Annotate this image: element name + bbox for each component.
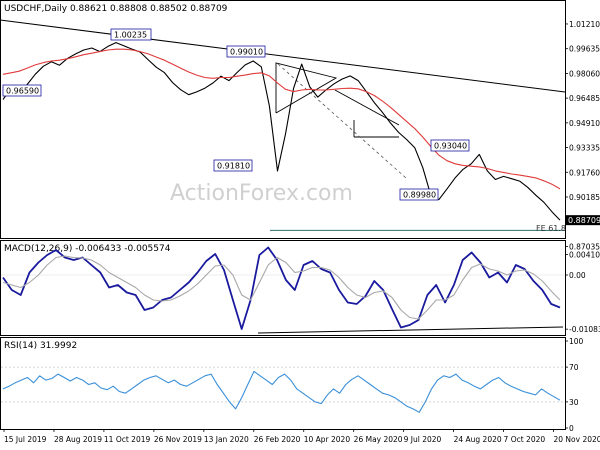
annotation-high-3: 0.93040 (430, 139, 470, 152)
macd-ytick-label: -0.010833 (569, 325, 600, 334)
annotation-high-2: 0.99010 (226, 45, 266, 58)
price-ytick-label: 0.93335 (569, 144, 600, 153)
triangle-pattern (275, 62, 338, 114)
annotation-low-3-label: 0.89980 (403, 191, 436, 200)
x-tick-label: 9 Jul 2020 (404, 435, 442, 444)
price-ytick-label: 0.90185 (569, 193, 600, 202)
rsi-axis: 100 70 30 0 (1, 337, 584, 433)
channel-upper (334, 89, 400, 126)
price-ytick-label: 0.96485 (569, 94, 600, 103)
x-tick-label: 20 Nov 2020 (554, 435, 600, 444)
rsi-panel (0, 337, 566, 430)
rsi-series-rsi (2, 370, 561, 413)
rsi-title: RSI(14) 31.9992 (4, 341, 77, 351)
annotation-low-1-label: 0.96590 (6, 87, 39, 96)
rsi-ytick-label: 70 (569, 363, 579, 372)
price-title: USDCHF,Daily 0.88621 0.88808 0.88502 0.8… (4, 4, 228, 14)
price-ytick-label: 0.87035 (569, 242, 600, 251)
x-tick-label: 10 Apr 2020 (304, 435, 351, 444)
x-tick-label: 26 May 2020 (354, 435, 403, 444)
x-tick-label: 26 Feb 2020 (254, 435, 301, 444)
x-tick-label: 24 Aug 2020 (454, 435, 502, 444)
macd-panel (0, 240, 566, 336)
last-price-label: 0.88709 (568, 216, 600, 225)
x-tick-label: 26 Nov 2019 (154, 435, 202, 444)
macd-trendline (257, 326, 564, 334)
rsi-ytick-label: 0 (569, 424, 574, 433)
x-tick-label: 13 Jan 2020 (204, 435, 249, 444)
price-series (2, 42, 561, 221)
x-tick-label: 15 Jul 2019 (4, 435, 47, 444)
price-series-close (2, 42, 561, 221)
price-ytick-label: 0.91760 (569, 168, 600, 177)
macd-series-signal (2, 255, 561, 320)
x-tick-label: 7 Oct 2020 (504, 435, 546, 444)
price-series-ma (2, 48, 561, 190)
annotation-low-3: 0.89980 (399, 188, 439, 201)
price-ytick-label: 0.98060 (569, 69, 600, 78)
macd-ytick-label: 0.004101 (569, 250, 600, 259)
fe-level-label: FE 61.8 (536, 224, 566, 233)
price-ytick-label: 0.99635 (569, 45, 600, 54)
long-term-trendline (0, 19, 566, 93)
annotation-high-1: 1.00235 (110, 28, 152, 41)
price-panel (0, 0, 566, 239)
price-ytick-label: 0.94910 (569, 119, 600, 128)
annotation-low-2: 0.91810 (213, 159, 253, 172)
watermark: ActionForex.com (170, 181, 353, 206)
x-tick-label: 28 Aug 2019 (54, 435, 102, 444)
x-tick-label: 11 Oct 2019 (104, 435, 151, 444)
annotation-high-2-label: 0.99010 (230, 48, 263, 57)
annotation-low-2-label: 0.91810 (217, 162, 250, 171)
annotation-high-3-label: 0.93040 (434, 142, 467, 151)
macd-series-macd (2, 246, 561, 330)
annotation-low-1: 0.96590 (2, 84, 42, 97)
x-axis: 15 Jul 2019 28 Aug 2019 11 Oct 2019 26 Nov … (3, 429, 600, 444)
rsi-ytick-label: 30 (569, 398, 579, 407)
macd-title: MACD(12,26,9) -0.006433 -0.005574 (4, 244, 171, 254)
dashed-projection (277, 63, 407, 179)
last-price-badge: 0.88709 (566, 215, 600, 226)
rsi-series (2, 370, 561, 413)
annotation-high-1-label: 1.00235 (114, 31, 147, 40)
rsi-ytick-label: 100 (569, 337, 584, 346)
price-ytick-label: 1.01210 (569, 20, 600, 29)
macd-series (2, 246, 561, 330)
macd-ytick-label: 0.00 (569, 271, 586, 280)
